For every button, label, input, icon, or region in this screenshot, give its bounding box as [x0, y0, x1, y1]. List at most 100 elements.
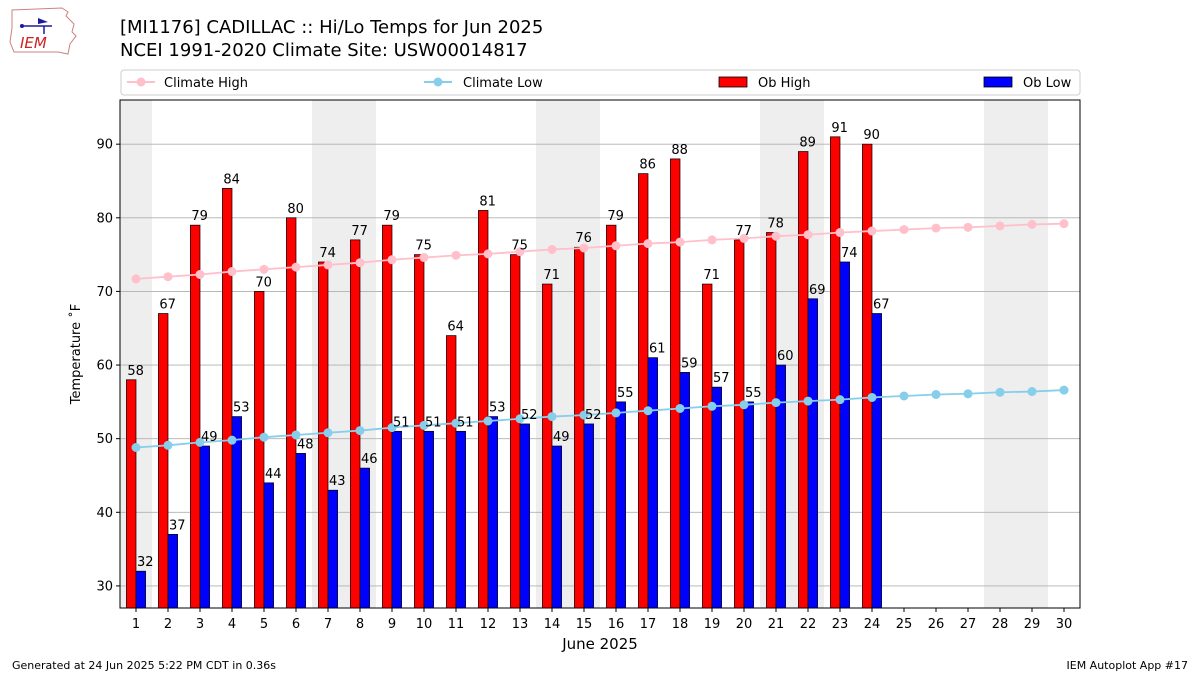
ob-high-label-16: 79: [607, 209, 624, 224]
ob-high-bar-23: [830, 136, 841, 609]
climate-high-point-26: [931, 223, 941, 233]
x-tick-label-13: 13: [512, 617, 529, 632]
x-tick-label-4: 4: [228, 617, 236, 632]
ob-high-label-5: 70: [255, 275, 272, 290]
x-axis-label: June 2025: [561, 635, 638, 653]
climate-low-point-4: [227, 435, 237, 445]
ob-high-label-4: 84: [223, 172, 240, 187]
climate-high-point-11: [451, 250, 461, 260]
ob-low-bar-15: [583, 423, 594, 609]
ob-high-label-18: 88: [671, 143, 688, 158]
ob-low-bar-16: [615, 401, 626, 609]
ob-low-label-22: 69: [809, 283, 826, 298]
ob-high-label-10: 75: [415, 239, 432, 254]
x-tick-label-3: 3: [196, 617, 204, 632]
ob-low-label-12: 53: [489, 401, 506, 416]
ob-low-label-6: 48: [297, 437, 314, 452]
ob-high-bar-17: [638, 173, 649, 609]
x-tick-label-2: 2: [164, 617, 172, 632]
ob-high-bar-24: [862, 143, 873, 609]
ob-low-label-1: 32: [137, 555, 154, 570]
logo-text: IEM: [20, 34, 47, 52]
climate-high-point-9: [387, 255, 397, 265]
y-axis-label: Temperature ˚F: [68, 304, 84, 405]
x-tick-label-17: 17: [640, 617, 657, 632]
ob-low-label-17: 61: [649, 342, 666, 357]
ob-low-label-7: 43: [329, 474, 346, 489]
climate-low-point-21: [771, 398, 781, 408]
x-tick-label-9: 9: [388, 617, 396, 632]
ob-low-bar-22: [807, 298, 818, 609]
x-tick-label-8: 8: [356, 617, 364, 632]
climate-high-point-3: [195, 269, 205, 279]
climate-high-point-7: [323, 260, 333, 270]
ob-low-label-14: 49: [553, 430, 570, 445]
legend-box: [120, 69, 1081, 96]
footer-app-id: IEM Autoplot App #17: [1066, 659, 1189, 672]
ob-high-label-1: 58: [127, 364, 144, 379]
climate-high-point-16: [611, 241, 621, 251]
ob-low-bar-23: [839, 261, 850, 609]
ob-low-bar-8: [359, 467, 370, 609]
gridlines: [120, 143, 1080, 587]
climate-low-point-11: [451, 418, 461, 428]
climate-high-point-12: [483, 249, 493, 259]
x-tick-label-25: 25: [896, 617, 913, 632]
footer-generated: Generated at 24 Jun 2025 5:22 PM CDT in …: [12, 659, 277, 672]
ob-high-bar-20: [734, 239, 745, 609]
x-tick-label-10: 10: [416, 617, 433, 632]
climate-high-point-10: [419, 253, 429, 263]
climate-low-point-15: [579, 410, 589, 420]
iowa-outline: [9, 7, 77, 55]
ob-high-label-21: 78: [767, 217, 784, 232]
ob-low-label-11: 51: [457, 415, 474, 430]
climate-low-point-7: [323, 428, 333, 438]
climate-high-point-23: [835, 228, 845, 238]
ob-high-label-23: 91: [831, 121, 848, 136]
iem-logo: IEM: [9, 7, 77, 55]
y-tick-label-90: 90: [96, 138, 113, 153]
ob-low-label-10: 51: [425, 415, 442, 430]
climate-low-line: [135, 389, 1065, 449]
ob-low-label-2: 37: [169, 518, 186, 533]
x-tick-label-11: 11: [448, 617, 465, 632]
x-tick-label-27: 27: [960, 617, 977, 632]
ob-low-bar-14: [551, 445, 562, 609]
ob-low-bar-5: [263, 482, 274, 609]
ob-low-label-8: 46: [361, 452, 378, 467]
ob-high-bar-14: [542, 283, 553, 609]
x-tick-label-12: 12: [480, 617, 497, 632]
plot-frame: [119, 99, 1081, 609]
ob-low-label-5: 44: [265, 467, 282, 482]
climate-low-point-25: [899, 391, 909, 401]
ob-high-label-22: 89: [799, 136, 816, 151]
climate-high-point-1: [131, 274, 141, 284]
ob-high-bar-13: [510, 254, 521, 609]
climate-low-point-17: [643, 406, 653, 416]
climate-high-point-18: [675, 237, 685, 247]
climate-low-point-24: [867, 392, 877, 402]
x-tick-label-22: 22: [800, 617, 817, 632]
ob-high-label-19: 71: [703, 268, 720, 283]
climate-low-point-14: [547, 412, 557, 422]
climate-low-point-19: [707, 401, 717, 411]
climate-high-point-5: [259, 264, 269, 274]
y-tick-label-70: 70: [96, 285, 113, 300]
ob-high-label-15: 76: [575, 231, 592, 246]
x-tick-label-23: 23: [832, 617, 849, 632]
data-labels: 58 67 79 84 70 80 74 77 79 75 64 81 75 71 76 79 86 88 71 77…: [127, 121, 889, 570]
climate-low-point-3: [195, 437, 205, 447]
climate-high-point-20: [739, 233, 749, 243]
ob-low-label-18: 59: [681, 356, 698, 371]
ob-low-bar-4: [231, 416, 242, 609]
climate-low-point-16: [611, 408, 621, 418]
ob-low-label-16: 55: [617, 386, 634, 401]
ob-low-bar-20: [743, 401, 754, 609]
ob-low-bar-11: [455, 430, 466, 609]
climate-low-point-9: [387, 423, 397, 433]
x-tick-label-30: 30: [1056, 617, 1073, 632]
climate-low-point-2: [163, 440, 173, 450]
y-tick-label-80: 80: [96, 211, 113, 226]
ob-low-label-19: 57: [713, 371, 730, 386]
